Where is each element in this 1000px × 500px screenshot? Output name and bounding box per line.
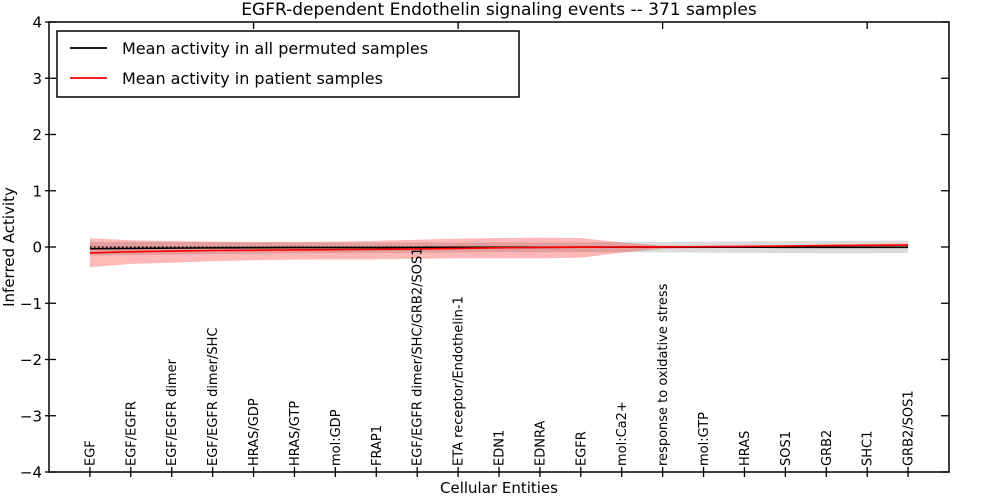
x-tick-label: EGF/EGFR dimer: [165, 358, 180, 466]
x-tick-label: EGF/EGFR dimer/SHC: [206, 328, 221, 466]
x-axis-label: Cellular Entities: [440, 479, 558, 497]
x-tick-label: EDNRA: [533, 421, 548, 466]
legend-box: [56, 30, 520, 98]
legend-label-patient: Mean activity in patient samples: [122, 69, 383, 88]
y-tick-label: 2: [32, 126, 42, 144]
x-tick-label: FRAP1: [370, 425, 385, 466]
x-tick-label: HRAS/GTP: [288, 401, 303, 466]
x-tick-label: EDN1: [493, 430, 508, 466]
chart-title: EGFR-dependent Endothelin signaling even…: [241, 0, 757, 20]
y-axis-label: Inferred Activity: [0, 187, 18, 307]
y-tick-label: −2: [20, 351, 42, 369]
x-tick-label: ETA receptor/Endothelin-1: [452, 296, 467, 466]
patient-mean-line: [89, 244, 909, 254]
x-tick-label: SOS1: [779, 431, 794, 466]
x-tick-label: response to oxidative stress: [656, 283, 671, 466]
y-tick-label: −3: [20, 407, 42, 425]
x-tick-label: mol:GTP: [697, 412, 712, 466]
legend: Mean activity in all permuted samples Me…: [56, 30, 520, 98]
y-tick-label: 3: [32, 70, 42, 88]
y-tick-label: −1: [20, 295, 42, 313]
x-tick-label: GRB2/SOS1: [902, 390, 917, 466]
y-tick-label: 0: [32, 239, 42, 257]
x-tick-label: HRAS: [738, 431, 753, 466]
x-tick-label: HRAS/GDP: [247, 398, 262, 466]
plot-area: 4 3 2 1 0 −1 −2 −3 −4 EGF EGF/EGFR EGF/EGFR dimer EG…: [20, 14, 950, 482]
x-tick-label: mol:GDP: [329, 409, 344, 466]
patient-samples-band: [89, 237, 909, 268]
x-tick-label: EGFR: [574, 431, 589, 466]
x-tick-label: EGF: [83, 440, 98, 466]
x-tick-label: EGF/EGFR: [124, 401, 139, 466]
y-tick-label: −4: [20, 464, 42, 482]
y-tick-label: 4: [32, 14, 42, 32]
x-tick-label: EGF/EGFR dimer/SHC/GRB2/SOS1: [411, 248, 426, 467]
x-tick-label: GRB2: [820, 430, 835, 466]
legend-label-permuted: Mean activity in all permuted samples: [122, 39, 428, 58]
x-tick-label: mol:Ca2+: [615, 401, 630, 466]
x-tick-label: SHC1: [861, 431, 876, 466]
y-tick-label: 1: [32, 182, 42, 200]
